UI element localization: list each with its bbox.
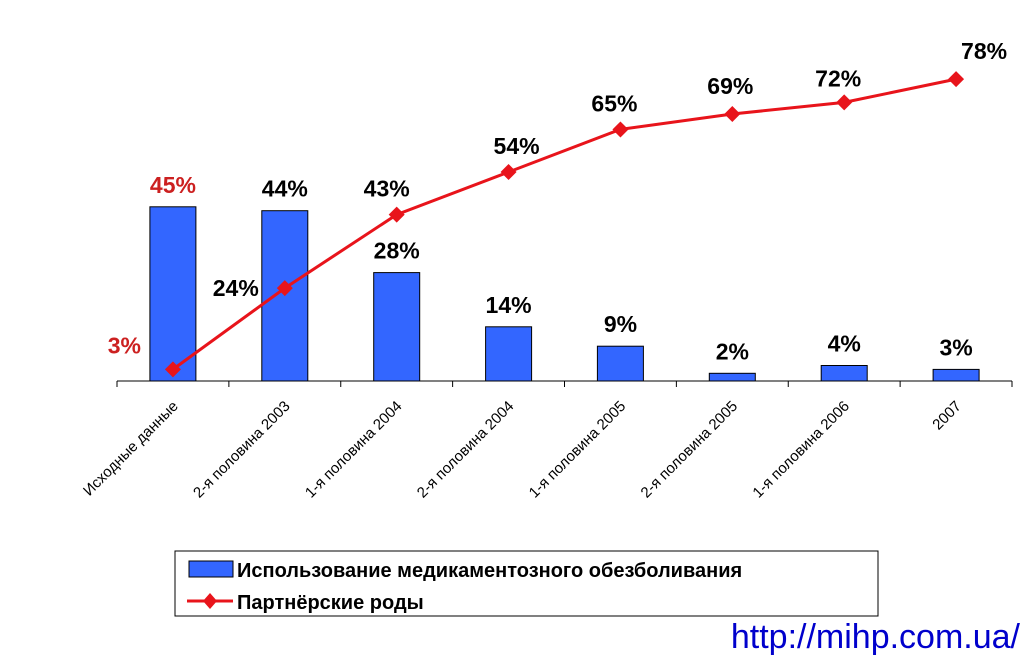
legend: Использование медикаментозного обезболив… (174, 550, 879, 617)
bar-series (149, 206, 980, 382)
bar-value-label: 2% (716, 338, 749, 364)
bar (820, 365, 868, 382)
category-label: 2-я половина 2005 (638, 398, 742, 502)
line-value-label: 43% (364, 176, 410, 202)
category-label: 1-я половина 2005 (526, 398, 630, 502)
line-value-label: 72% (815, 65, 861, 91)
category-label: 1-я половина 2006 (749, 398, 853, 502)
legend-label-line: Партнёрские роды (237, 592, 424, 614)
line-point (276, 280, 293, 297)
line-point (612, 121, 629, 138)
line-series (164, 71, 965, 378)
legend-frame (174, 550, 879, 617)
bar (373, 272, 421, 382)
bar-value-label: 4% (828, 331, 861, 357)
x-axis (116, 380, 1013, 387)
category-label: 1-я половина 2004 (302, 398, 406, 502)
bar (932, 368, 980, 382)
legend-label-bars: Использование медикаментозного обезболив… (237, 560, 742, 582)
category-label: 2-я половина 2003 (190, 398, 294, 502)
line-point (724, 105, 741, 122)
line-point (836, 94, 853, 111)
bar-value-label: 9% (604, 311, 637, 337)
line-value-label: 78% (961, 38, 1007, 64)
bar-value-label: 45% (150, 172, 196, 198)
line-point (164, 361, 181, 378)
line-value-label: 24% (213, 275, 259, 301)
source-url[interactable]: http://mihp.com.ua/ (730, 618, 1020, 656)
line-value-label: 65% (591, 90, 637, 116)
bar (596, 345, 644, 382)
line-point (388, 206, 405, 223)
bar-value-label: 44% (262, 176, 308, 202)
bar-value-label: 28% (374, 238, 420, 264)
category-label: 2007 (929, 398, 965, 434)
line-value-label: 54% (494, 133, 540, 159)
bar-value-label: 3% (939, 334, 972, 360)
line-point (500, 164, 517, 181)
bar-value-label: 14% (486, 292, 532, 318)
data-labels: 45% 44% 28% 14% 9% 2% 4% 3% 3% 24% 43% 54% 65% 69% 72%… (108, 38, 1007, 364)
line-value-label: 3% (108, 332, 141, 358)
legend-swatch-bars (188, 560, 234, 578)
category-label: 2-я половина 2004 (414, 398, 518, 502)
category-labels: Исходные данные 2-я половина 2003 1-я поло… (80, 398, 965, 502)
line-point (948, 71, 965, 88)
bar (149, 206, 197, 382)
bar (708, 372, 756, 382)
bar (485, 326, 533, 382)
line-path (172, 77, 957, 371)
legend-swatch-marker (203, 593, 217, 609)
category-label: Исходные данные (80, 398, 182, 500)
line-value-label: 69% (707, 73, 753, 99)
